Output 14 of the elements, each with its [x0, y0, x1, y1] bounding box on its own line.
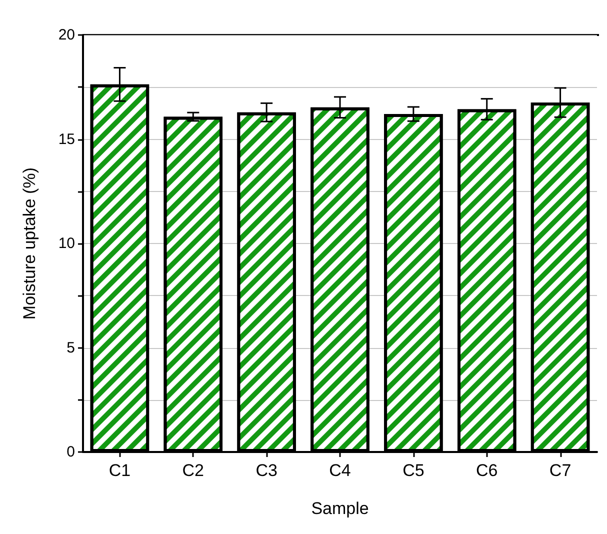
- x-tick-label: C7: [549, 461, 572, 480]
- y-tick-label: 10: [58, 235, 75, 252]
- x-tick-label: C4: [329, 461, 351, 480]
- x-axis-title: Sample: [311, 499, 369, 518]
- x-tick-label: C1: [108, 461, 131, 480]
- x-tick-label: C6: [476, 461, 498, 480]
- y-tick-label: 15: [58, 130, 75, 148]
- y-tick-label: 5: [66, 339, 75, 356]
- x-tick-label: C5: [402, 461, 424, 480]
- y-axis-title: Moisture uptake (%): [20, 167, 39, 320]
- y-tick-label: 20: [58, 26, 75, 44]
- y-tick-label: 0: [66, 444, 75, 460]
- x-tick-label: C2: [182, 461, 204, 480]
- x-tick-label: C3: [256, 461, 278, 480]
